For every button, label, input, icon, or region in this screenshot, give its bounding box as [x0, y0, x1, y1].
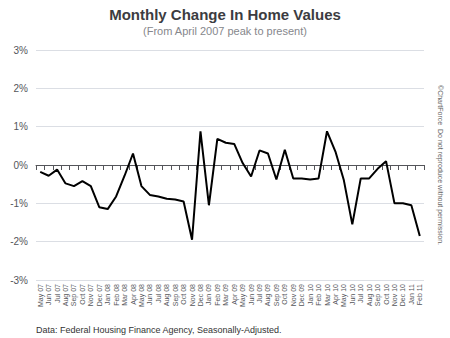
svg-text:Sep 09: Sep 09: [273, 284, 281, 306]
svg-text:Feb 08: Feb 08: [113, 284, 120, 306]
svg-text:Jan 11: Jan 11: [408, 284, 415, 305]
svg-text:Oct 10: Oct 10: [383, 284, 390, 305]
svg-text:Jun 07: Jun 07: [45, 284, 52, 305]
svg-text:1%: 1%: [14, 121, 29, 132]
svg-text:Jan 10: Jan 10: [307, 284, 314, 305]
svg-text:Aug 07: Aug 07: [62, 284, 70, 306]
svg-text:Jul 07: Jul 07: [54, 284, 61, 303]
svg-text:Oct 07: Oct 07: [79, 284, 86, 305]
svg-text:Jan 09: Jan 09: [205, 284, 212, 305]
svg-text:(From April 2007 peak to prese: (From April 2007 peak to present): [143, 25, 307, 37]
svg-text:Nov 09: Nov 09: [290, 284, 297, 306]
svg-text:©ChartForce Do not reproduce: ©ChartForce Do not reproduce without per…: [436, 85, 444, 245]
svg-text:Apr 08: Apr 08: [130, 284, 138, 305]
svg-text:Nov 08: Nov 08: [189, 284, 196, 306]
svg-text:Jul 08: Jul 08: [155, 284, 162, 303]
svg-text:Jun 10: Jun 10: [349, 284, 356, 305]
svg-text:May 08: May 08: [138, 284, 146, 307]
svg-text:Mar 10: Mar 10: [324, 284, 331, 306]
svg-text:Data: Federal Housing Finance: Data: Federal Housing Finance Agency, Se…: [36, 325, 281, 335]
svg-text:Oct 09: Oct 09: [281, 284, 288, 305]
svg-text:Mar 09: Mar 09: [222, 284, 229, 306]
svg-text:Aug 09: Aug 09: [264, 284, 272, 306]
svg-text:2%: 2%: [14, 83, 29, 94]
svg-text:Oct 08: Oct 08: [180, 284, 187, 305]
svg-text:Dec 08: Dec 08: [197, 284, 204, 306]
svg-text:Jan 08: Jan 08: [104, 284, 111, 305]
svg-text:Sep 10: Sep 10: [374, 284, 382, 306]
svg-text:Sep 07: Sep 07: [70, 284, 78, 306]
svg-text:Dec 07: Dec 07: [96, 284, 103, 306]
svg-text:May 07: May 07: [37, 284, 45, 307]
svg-text:-2%: -2%: [10, 236, 28, 247]
svg-text:0%: 0%: [14, 160, 29, 171]
svg-text:Nov 07: Nov 07: [87, 284, 94, 306]
svg-text:Feb 10: Feb 10: [315, 284, 322, 306]
svg-text:Feb 11: Feb 11: [416, 284, 423, 305]
svg-text:-1%: -1%: [10, 198, 28, 209]
svg-text:Jul 09: Jul 09: [256, 284, 263, 303]
svg-text:Jun 09: Jun 09: [248, 284, 255, 305]
svg-text:Jul 10: Jul 10: [357, 284, 364, 303]
svg-text:Jun 08: Jun 08: [146, 284, 153, 305]
svg-text:Mar 08: Mar 08: [121, 284, 128, 306]
svg-text:May 09: May 09: [239, 284, 247, 307]
svg-text:Apr 10: Apr 10: [332, 284, 340, 305]
svg-text:May 10: May 10: [340, 284, 348, 307]
svg-text:Feb 09: Feb 09: [214, 284, 221, 306]
svg-text:-3%: -3%: [10, 275, 28, 286]
svg-text:Sep 08: Sep 08: [172, 284, 180, 306]
svg-text:Monthly Change In Home Values: Monthly Change In Home Values: [109, 6, 341, 23]
svg-text:Dec 09: Dec 09: [298, 284, 305, 306]
svg-text:3%: 3%: [14, 45, 29, 56]
svg-text:Aug 10: Aug 10: [366, 284, 374, 306]
svg-text:Dec 10: Dec 10: [399, 284, 406, 306]
svg-text:Nov 10: Nov 10: [391, 284, 398, 306]
svg-text:Aug 08: Aug 08: [163, 284, 171, 306]
svg-text:Apr 09: Apr 09: [231, 284, 239, 305]
